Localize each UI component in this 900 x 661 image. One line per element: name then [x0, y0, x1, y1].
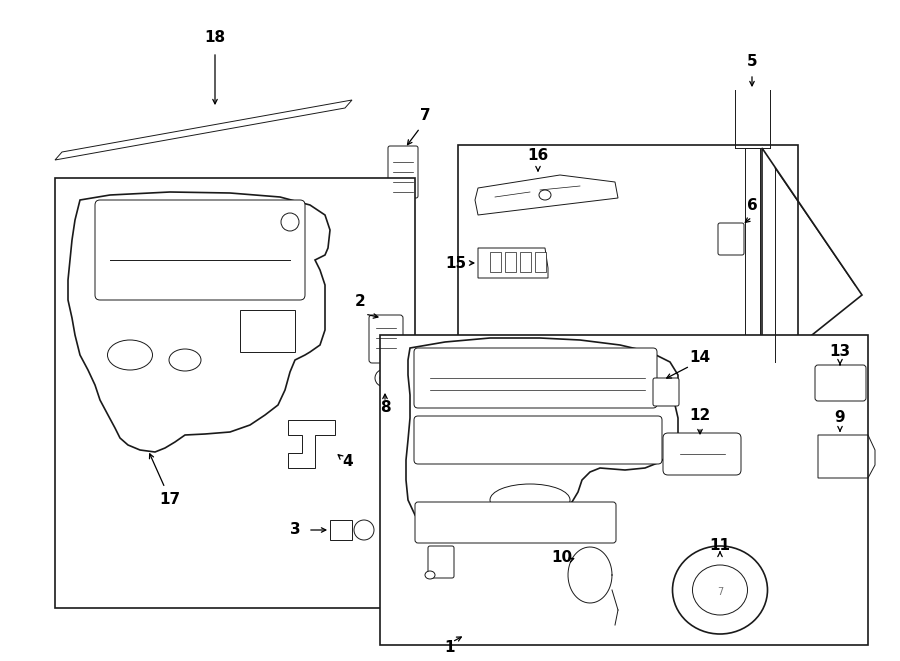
Ellipse shape [281, 213, 299, 231]
Text: 12: 12 [689, 407, 711, 422]
Text: 3: 3 [290, 522, 301, 537]
Text: 6: 6 [747, 198, 758, 212]
Ellipse shape [169, 349, 201, 371]
FancyBboxPatch shape [414, 348, 657, 408]
Text: 11: 11 [709, 537, 731, 553]
FancyBboxPatch shape [653, 378, 679, 406]
Text: 7: 7 [717, 587, 723, 597]
Text: 7: 7 [419, 108, 430, 122]
Ellipse shape [539, 190, 551, 200]
Text: 18: 18 [204, 30, 226, 46]
Text: 1: 1 [445, 641, 455, 656]
Text: 2: 2 [355, 295, 365, 309]
Text: 15: 15 [446, 256, 466, 270]
FancyBboxPatch shape [663, 433, 741, 475]
Bar [55, 178, 415, 608]
Text: 14: 14 [689, 350, 711, 366]
Ellipse shape [354, 520, 374, 540]
Bar [520, 252, 531, 272]
Ellipse shape [425, 571, 435, 579]
Text: 9: 9 [834, 410, 845, 426]
Ellipse shape [672, 546, 768, 634]
Ellipse shape [375, 369, 395, 387]
Text: 13: 13 [830, 344, 850, 360]
Text: 17: 17 [159, 492, 181, 508]
FancyBboxPatch shape [415, 502, 616, 543]
FancyBboxPatch shape [414, 416, 662, 464]
FancyBboxPatch shape [388, 146, 418, 198]
Bar [535, 252, 546, 272]
Ellipse shape [107, 340, 152, 370]
FancyBboxPatch shape [369, 315, 403, 363]
Ellipse shape [490, 484, 570, 516]
Text: 10: 10 [552, 551, 572, 566]
Text: 16: 16 [527, 147, 549, 163]
Text: 5: 5 [747, 54, 757, 69]
FancyBboxPatch shape [95, 200, 305, 300]
Bar [380, 335, 868, 645]
Bar [240, 310, 295, 352]
Ellipse shape [380, 373, 390, 383]
Text: 4: 4 [343, 455, 354, 469]
FancyBboxPatch shape [718, 223, 744, 255]
FancyBboxPatch shape [815, 365, 866, 401]
Bar [505, 252, 516, 272]
Bar [458, 145, 798, 375]
Bar [490, 252, 501, 272]
FancyBboxPatch shape [428, 546, 454, 578]
Ellipse shape [692, 565, 748, 615]
Text: 8: 8 [380, 401, 391, 416]
Bar [330, 520, 352, 540]
